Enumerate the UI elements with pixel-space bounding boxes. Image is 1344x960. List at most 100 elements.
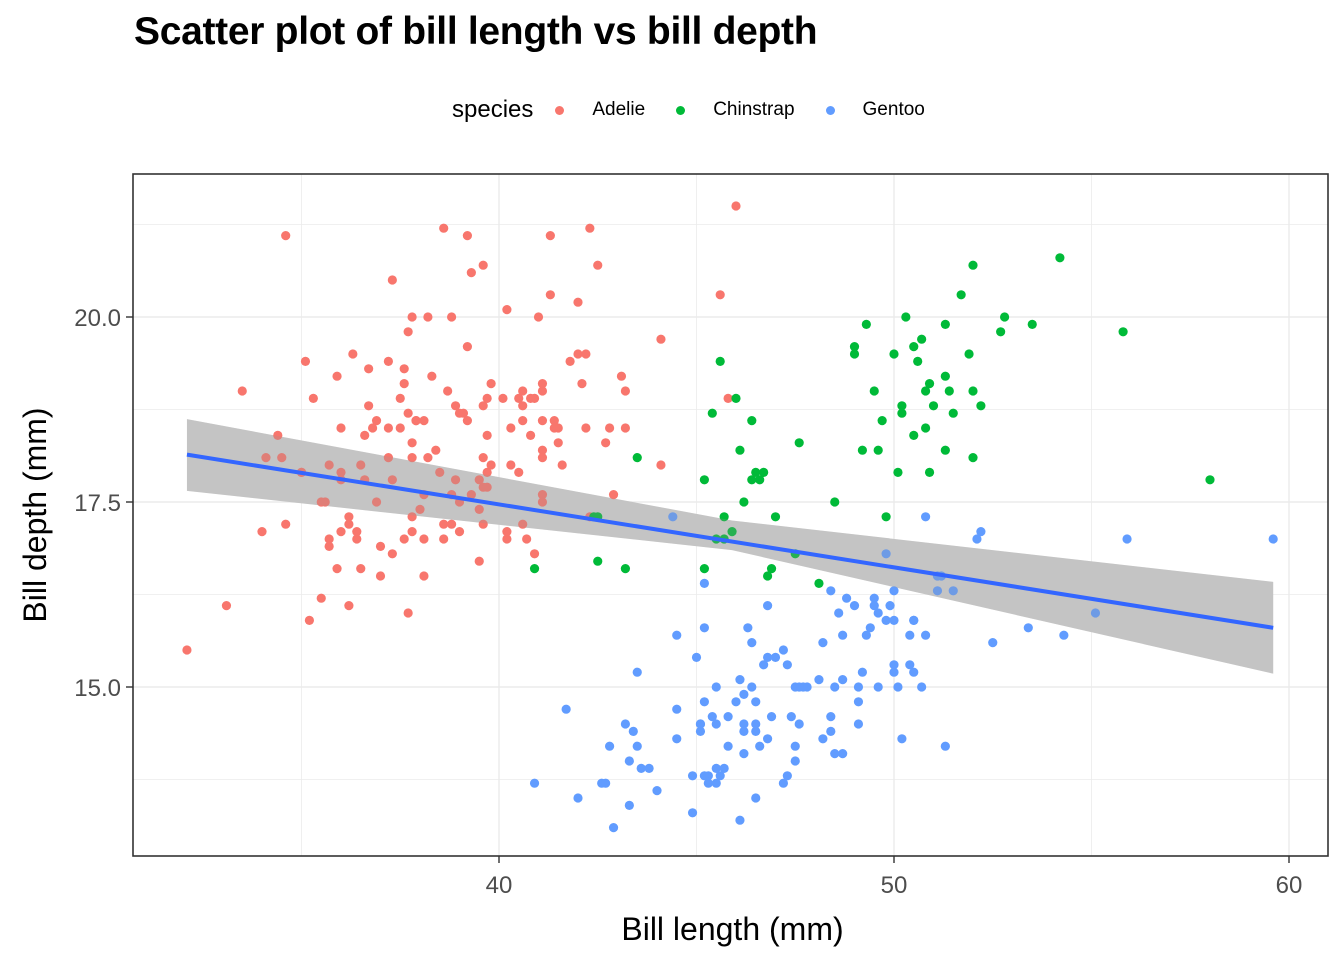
panel-background (133, 174, 1328, 856)
point-adelie (656, 460, 666, 470)
point-gentoo (699, 578, 710, 589)
point-gentoo (766, 712, 777, 722)
point-chinstrap (727, 527, 737, 537)
point-chinstrap (529, 564, 540, 574)
point-chinstrap (794, 438, 804, 448)
point-gentoo (893, 682, 903, 692)
point-chinstrap (897, 401, 907, 411)
point-chinstrap (814, 578, 824, 589)
point-chinstrap (869, 386, 879, 396)
point-adelie (577, 379, 587, 389)
point-adelie (407, 438, 417, 448)
point-gentoo (857, 667, 868, 677)
point-gentoo (739, 726, 749, 737)
point-gentoo (905, 660, 915, 670)
point-adelie (533, 312, 544, 322)
point-adelie (549, 416, 559, 426)
point-adelie (462, 416, 472, 426)
point-adelie (439, 534, 449, 544)
point-gentoo (778, 778, 789, 788)
point-gentoo (747, 682, 757, 692)
legend-label-gentoo: Gentoo (862, 99, 925, 120)
point-gentoo (743, 623, 753, 633)
point-gentoo (620, 719, 631, 729)
point-chinstrap (770, 512, 781, 522)
point-gentoo (751, 793, 761, 803)
point-adelie (360, 430, 370, 440)
point-adelie (304, 615, 314, 626)
point-adelie (336, 467, 346, 477)
point-adelie (399, 379, 409, 389)
point-gentoo (652, 786, 662, 796)
point-adelie (356, 460, 366, 470)
point-adelie (364, 364, 374, 374)
point-gentoo (842, 593, 852, 603)
axes: 40 50 60 15.0 17.5 20.0 (74, 305, 1302, 899)
point-adelie (731, 201, 741, 211)
point-chinstrap (893, 467, 903, 477)
point-gentoo (739, 719, 749, 729)
point-adelie (332, 564, 342, 574)
point-adelie (656, 334, 666, 344)
point-adelie (557, 460, 567, 470)
point-chinstrap (699, 564, 710, 574)
point-gentoo (624, 800, 634, 811)
point-gentoo (853, 682, 864, 692)
point-gentoo (881, 615, 891, 626)
point-gentoo (723, 712, 733, 722)
point-adelie (537, 416, 548, 426)
point-adelie (395, 393, 405, 403)
point-chinstrap (924, 467, 935, 477)
point-gentoo (687, 808, 698, 818)
point-chinstrap (909, 430, 919, 440)
point-gentoo (711, 719, 721, 729)
point-adelie (474, 475, 484, 485)
point-gentoo (794, 682, 804, 692)
point-chinstrap (747, 416, 757, 426)
point-adelie (605, 423, 615, 433)
point-gentoo (778, 645, 789, 655)
point-gentoo (873, 608, 883, 618)
point-adelie (537, 453, 548, 463)
point-chinstrap (921, 386, 931, 396)
point-adelie (352, 534, 362, 544)
point-gentoo (751, 726, 761, 737)
point-gentoo (834, 608, 844, 618)
point-adelie (439, 223, 449, 233)
point-gentoo (940, 741, 950, 751)
point-adelie (581, 423, 591, 433)
point-gentoo (794, 719, 804, 729)
point-adelie (447, 312, 457, 322)
point-adelie (368, 423, 378, 433)
point-gentoo (699, 697, 710, 707)
point-gentoo (695, 719, 706, 729)
point-gentoo (723, 741, 733, 751)
point-adelie (522, 534, 532, 544)
x-axis-title: Bill length (mm) (621, 911, 843, 947)
point-adelie (474, 504, 484, 514)
point-adelie (447, 519, 457, 529)
point-adelie (407, 527, 417, 537)
point-adelie (573, 297, 583, 307)
point-adelie (308, 393, 318, 403)
point-gentoo (739, 749, 749, 759)
point-chinstrap (715, 356, 725, 366)
point-adelie (454, 527, 465, 537)
point-adelie (348, 349, 358, 359)
point-adelie (439, 519, 449, 529)
point-adelie (478, 260, 488, 270)
point-gentoo (731, 697, 741, 707)
point-gentoo (838, 630, 848, 640)
point-gentoo (735, 675, 745, 685)
point-chinstrap (759, 467, 769, 477)
point-chinstrap (1118, 327, 1128, 337)
point-adelie (474, 556, 484, 566)
point-chinstrap (968, 260, 978, 270)
point-gentoo (755, 741, 765, 751)
point-adelie (324, 460, 334, 470)
legend-key-gentoo (825, 105, 835, 115)
point-adelie (435, 467, 445, 477)
point-adelie (371, 497, 382, 507)
fit-line (186, 452, 1274, 630)
